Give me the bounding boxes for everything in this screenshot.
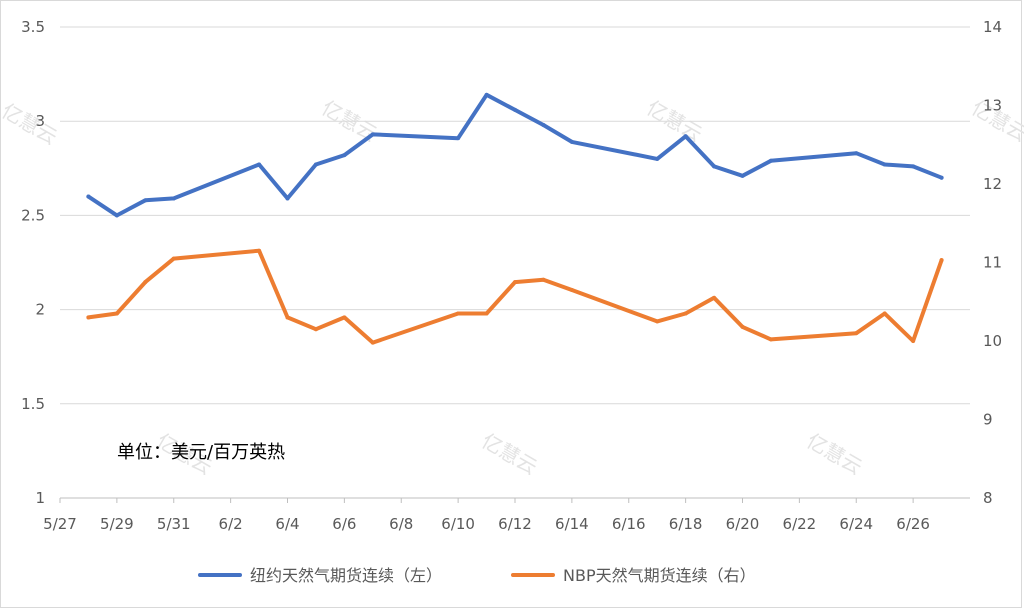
series-2-point (456, 311, 461, 316)
right-tick-label: 11 (983, 254, 1002, 272)
series-1-point (683, 134, 688, 139)
gridlines (60, 26, 970, 405)
series-2-point (541, 277, 546, 282)
x-tick-label: 6/6 (332, 515, 356, 533)
series-1-point (939, 175, 944, 180)
left-tick-label: 1 (35, 489, 45, 507)
x-tick-label: 5/31 (157, 515, 191, 533)
series-2-point (854, 331, 859, 336)
series-2-point (939, 258, 944, 263)
series-1-point (768, 158, 773, 163)
series-2-point (342, 315, 347, 320)
series-1-point (513, 107, 517, 112)
series-1-point (285, 196, 290, 201)
series-1-point (86, 194, 91, 199)
series-2-point (257, 248, 262, 253)
right-tick-label: 14 (983, 18, 1002, 36)
series-1-point (882, 162, 887, 167)
series-2-point (882, 311, 887, 316)
series-2-point (484, 311, 489, 316)
series-1-point (911, 164, 916, 169)
x-tick-label: 6/14 (555, 515, 589, 533)
right-tick-label: 13 (983, 97, 1002, 115)
watermark-5: 亿慧云 (478, 429, 542, 480)
x-tick-label: 6/26 (896, 515, 930, 533)
x-axis-ticks: 5/27 5/29 5/31 6/2 6/4 6/6 6/8 6/10 6/12 6/14 6/16… (43, 498, 930, 533)
x-tick-label: 5/27 (43, 515, 77, 533)
series-1-point (370, 132, 375, 137)
right-tick-label: 9 (983, 411, 993, 429)
series-1-point (114, 213, 119, 218)
watermark-6: 亿慧云 (803, 429, 867, 480)
x-tick-label: 6/20 (726, 515, 760, 533)
left-axis-ticks: 1 1.5 2 2.5 3 3.5 (21, 18, 45, 507)
x-tick-label: 6/2 (219, 515, 243, 533)
legend-label-2: NBP天然气期货连续（右） (563, 566, 756, 585)
series-2-point (655, 319, 660, 324)
x-tick-label: 6/10 (441, 515, 475, 533)
x-tick-label: 6/8 (389, 515, 413, 533)
x-tick-label: 6/16 (612, 515, 646, 533)
series-2-point (114, 311, 119, 316)
series-2-point (86, 315, 91, 320)
left-tick-label: 2.5 (21, 206, 45, 224)
series-1-point (712, 164, 717, 169)
series-2-point (513, 280, 517, 285)
series-1-point (740, 173, 745, 178)
series-1-point (313, 162, 318, 167)
left-tick-label: 3 (35, 112, 45, 130)
right-axis-ticks: 8 9 10 11 12 13 14 (983, 18, 1002, 507)
left-tick-label: 3.5 (21, 18, 45, 36)
x-tick-label: 6/12 (498, 515, 532, 533)
series-1-point (569, 139, 574, 144)
x-tick-label: 6/4 (275, 515, 299, 533)
x-tick-label: 6/22 (783, 515, 817, 533)
series-2-point (712, 295, 717, 300)
series-1-point (541, 122, 546, 127)
series (86, 92, 944, 345)
right-tick-label: 12 (983, 175, 1002, 193)
right-tick-label: 8 (983, 489, 993, 507)
x-tick-label: 6/24 (839, 515, 873, 533)
series-1-point (484, 92, 489, 97)
x-tick-label: 6/18 (669, 515, 703, 533)
series-2-point (313, 327, 318, 332)
series-2-point (683, 311, 688, 316)
series-2-point (285, 315, 290, 320)
legend-label-1: 纽约天然气期货连续（左） (250, 566, 442, 585)
series-1-point (342, 153, 347, 158)
series-1-point (456, 136, 461, 141)
watermark-0: 亿慧云 (0, 99, 61, 150)
left-tick-label: 2 (35, 301, 45, 319)
series-2-point (171, 256, 176, 261)
series-2-point (768, 337, 773, 342)
series-2-point (143, 280, 148, 285)
series-2-point (370, 340, 375, 345)
series-2-point (569, 287, 574, 292)
series-1-point (257, 162, 262, 167)
series-2-point (740, 324, 745, 329)
left-tick-label: 1.5 (21, 395, 45, 413)
series-1-point (143, 198, 148, 203)
unit-annotation: 单位：美元/百万英热 (117, 442, 285, 463)
x-tick-label: 5/29 (100, 515, 134, 533)
series-1-point (854, 151, 859, 156)
series-line-2 (86, 248, 944, 345)
series-line-1 (86, 92, 944, 218)
right-tick-label: 10 (983, 332, 1002, 350)
series-1-point (655, 156, 660, 161)
series-2-point (911, 339, 916, 343)
legend: 纽约天然气期货连续（左） NBP天然气期货连续（右） (198, 566, 756, 585)
series-1-point (171, 196, 176, 201)
